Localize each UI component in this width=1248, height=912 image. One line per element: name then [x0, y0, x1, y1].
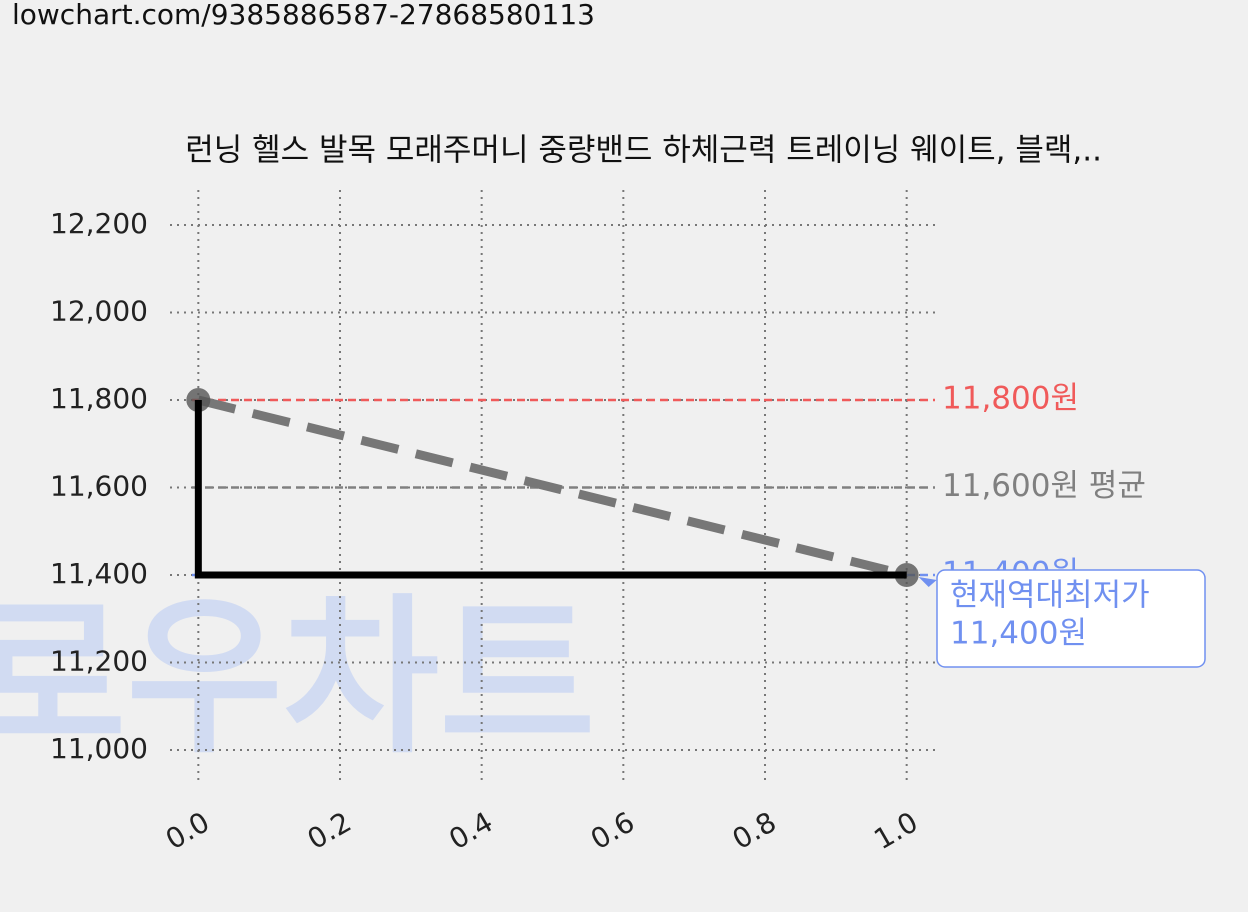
annotation-box [936, 569, 1206, 668]
line [197, 395, 908, 580]
x-tick-label: 0.0 [160, 805, 215, 856]
reference-label: 11,600원 평균 [942, 468, 1146, 504]
annotation-text: 현재역대최저가 [950, 578, 1150, 614]
x-tick-label: 1.0 [868, 805, 923, 856]
y-tick-label: 11,000 [50, 732, 148, 765]
url: lowchart.com/9385886587-27868580113 [12, 0, 595, 31]
annotation-arrow [918, 577, 937, 587]
y-tick-label: 11,800 [50, 382, 148, 415]
y-tick-label: 12,200 [50, 207, 148, 240]
x-tick-label: 0.4 [443, 805, 498, 856]
x-tick-label: 0.2 [302, 805, 357, 856]
chart-title: 런닝 헬스 발목 모래주머니 중량밴드 하체근력 트레이닝 웨이트, 블랙,.. [185, 133, 1102, 169]
annotation-text: 11,400원 [950, 616, 1087, 652]
y-tick-label: 11,200 [50, 645, 148, 678]
line [194, 400, 907, 579]
y-tick-label: 12,000 [50, 295, 148, 328]
reference-label: 11,800원 [942, 381, 1079, 417]
y-tick-label: 11,600 [50, 470, 148, 503]
x-tick-label: 0.6 [585, 805, 640, 856]
y-tick-label: 11,400 [50, 557, 148, 590]
watermark: 로우차트 [0, 579, 596, 777]
x-tick-label: 0.8 [727, 805, 782, 856]
